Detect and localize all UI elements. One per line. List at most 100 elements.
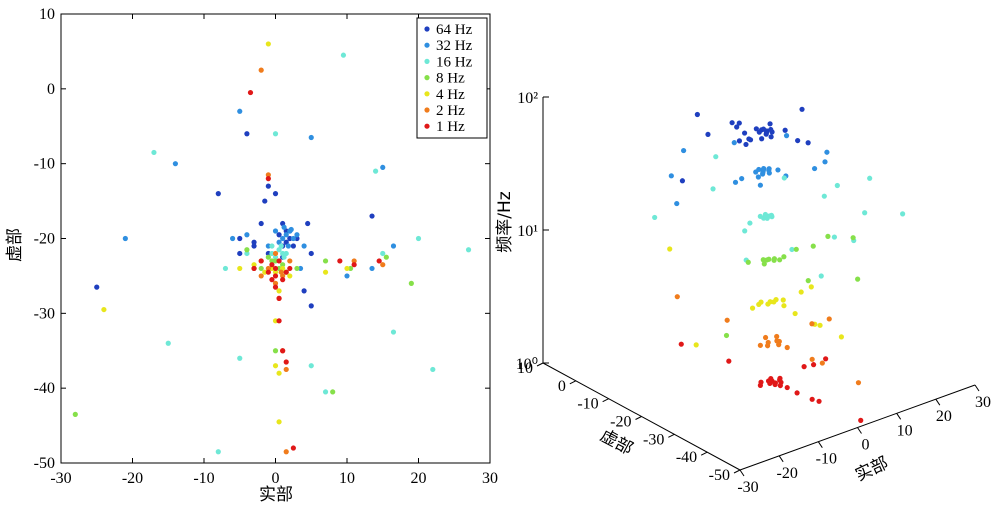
legend-marker xyxy=(424,26,430,32)
point-16hz xyxy=(322,389,329,395)
point-3d-64hz xyxy=(759,136,765,142)
point-3d-16hz xyxy=(781,175,787,181)
legend-label: 4 Hz xyxy=(436,87,465,103)
point-3d-2hz xyxy=(774,333,780,340)
point-4hz xyxy=(322,269,329,275)
point-3d-64hz xyxy=(743,141,749,148)
point-3d-32hz xyxy=(824,149,830,155)
point-8hz xyxy=(265,254,271,260)
point-3d-32hz xyxy=(760,171,766,177)
point-3d-1hz xyxy=(810,362,817,368)
point-64hz xyxy=(290,243,296,249)
point-16hz xyxy=(415,235,422,242)
point-3d-4hz xyxy=(756,301,762,308)
point-3d-1hz xyxy=(801,364,807,370)
x-tick-mark-3d xyxy=(857,427,862,434)
point-1hz xyxy=(272,284,279,290)
legend-label: 32 Hz xyxy=(436,38,473,54)
x-tick-mark-3d xyxy=(817,441,823,448)
point-4hz xyxy=(101,306,107,313)
point-8hz xyxy=(347,265,354,272)
point-2hz xyxy=(272,280,279,286)
point-3d-64hz xyxy=(799,106,805,112)
point-3d-32hz xyxy=(755,174,761,180)
point-3d-1hz xyxy=(777,382,783,389)
point-16hz xyxy=(244,250,250,257)
point-3d-64hz xyxy=(782,127,788,133)
legend-marker xyxy=(424,75,430,81)
point-64hz xyxy=(244,131,250,137)
point-16hz xyxy=(373,168,379,174)
x-tick-mark-3d xyxy=(935,398,941,406)
legend-marker xyxy=(424,42,430,48)
point-1hz xyxy=(265,269,271,275)
y-axis-label: 虚部 xyxy=(5,228,25,262)
point-3d-8hz xyxy=(745,259,751,265)
point-64hz xyxy=(272,191,279,197)
y-tick-label-3d: -50 xyxy=(709,467,730,484)
point-3d-4hz xyxy=(817,322,823,328)
x-tick-label-3d: 30 xyxy=(975,394,991,411)
point-3d-4hz xyxy=(693,342,699,348)
point-3d-1hz xyxy=(777,375,783,381)
y-tick-mark-3d xyxy=(635,416,642,420)
point-64hz xyxy=(308,250,314,257)
y-tick-label-3d: -30 xyxy=(643,431,664,448)
point-1hz xyxy=(272,265,279,272)
point-8hz xyxy=(322,258,329,264)
point-3d-16hz xyxy=(867,175,873,181)
point-32hz xyxy=(244,232,250,238)
point-3d-2hz xyxy=(819,360,825,366)
point-16hz xyxy=(269,250,275,257)
point-64hz xyxy=(251,243,257,249)
y-tick-mark-3d xyxy=(668,433,675,438)
point-3d-16hz xyxy=(834,182,840,189)
point-1hz xyxy=(283,359,289,365)
point-3d-2hz xyxy=(784,344,790,351)
point-64hz xyxy=(258,220,264,227)
point-1hz xyxy=(258,258,264,264)
point-1hz xyxy=(280,348,286,354)
point-3d-4hz xyxy=(781,303,787,309)
y-tick-label-3d: -40 xyxy=(676,449,697,466)
point-3d-32hz xyxy=(766,170,772,176)
point-3d-64hz xyxy=(734,124,740,130)
point-64hz xyxy=(237,250,243,257)
point-3d-16hz xyxy=(652,214,658,221)
point-3d-64hz xyxy=(694,111,700,118)
point-16hz xyxy=(430,366,436,373)
point-32hz xyxy=(369,265,375,272)
point-1hz xyxy=(376,258,382,264)
point-4hz xyxy=(344,265,350,272)
point-3d-64hz xyxy=(746,136,752,142)
scatter-2d-chart: -30 -20 -10 0 10 20 30 10 0 -10 -20 -30 -40 -50 实部 虚部… xyxy=(5,6,498,505)
point-3d-4hz xyxy=(765,301,771,307)
point-3d-2hz xyxy=(855,380,862,386)
point-3d-32hz xyxy=(761,165,767,172)
y-tick-mark-3d xyxy=(700,451,708,456)
point-3d-64hz xyxy=(760,126,767,132)
point-16hz xyxy=(281,254,287,260)
point-3d-16hz xyxy=(900,211,906,217)
point-3d-8hz xyxy=(825,233,831,239)
point-3d-32hz xyxy=(766,166,772,172)
point-16hz xyxy=(215,449,221,455)
point-8hz xyxy=(294,265,300,272)
y-tick-label: -50 xyxy=(34,455,55,472)
point-1hz xyxy=(276,258,282,264)
point-32hz xyxy=(265,243,271,249)
point-4hz xyxy=(287,273,293,279)
point-64hz xyxy=(265,183,271,189)
x-tick-label: -30 xyxy=(50,470,71,487)
point-3d-1hz xyxy=(767,380,773,387)
point-3d-2hz xyxy=(757,342,763,348)
point-4hz xyxy=(272,363,279,369)
y-tick-label: -10 xyxy=(34,156,55,173)
point-3d-16hz xyxy=(862,210,868,216)
point-3d-2hz xyxy=(774,338,780,344)
point-3d-32hz xyxy=(732,179,739,185)
y-axis-label-3d: 虚部 xyxy=(597,426,636,460)
point-3d-1hz xyxy=(823,356,829,362)
point-1hz xyxy=(272,273,279,279)
point-3d-16hz xyxy=(742,228,748,234)
